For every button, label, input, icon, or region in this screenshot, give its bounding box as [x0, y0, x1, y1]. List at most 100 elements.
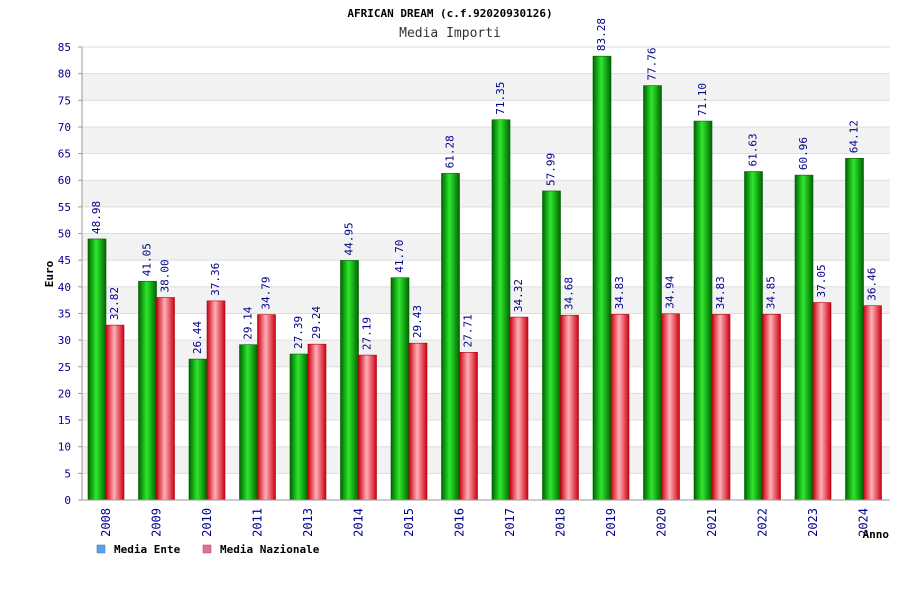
value-label-media-nazionale: 32.82 — [108, 287, 121, 320]
grid-band — [82, 233, 890, 261]
bar-media-ente — [491, 119, 511, 501]
bar-media-nazionale — [863, 305, 882, 501]
y-tick-label: 5 — [64, 467, 71, 480]
value-label-media-nazionale: 36.46 — [866, 268, 879, 301]
value-label-media-ente: 26.44 — [191, 321, 204, 354]
bar-media-nazionale — [711, 314, 731, 501]
value-label-media-ente: 61.28 — [444, 135, 457, 168]
x-tick-label: 2019 — [604, 508, 618, 537]
bar-media-ente — [542, 190, 561, 501]
chart-title: AFRICAN DREAM (c.f.92020930126) — [347, 7, 552, 20]
bar-media-nazionale — [307, 343, 327, 501]
grid-band — [82, 73, 890, 101]
value-label-media-ente: 27.39 — [292, 316, 305, 349]
legend-label-ente: Media Ente — [114, 543, 181, 556]
bar-media-nazionale — [206, 300, 226, 501]
bar-media-ente — [87, 238, 107, 501]
bar-media-nazionale — [661, 313, 680, 501]
y-tick-label: 40 — [58, 281, 71, 294]
bar-media-ente — [188, 358, 208, 501]
legend-swatch-nazionale — [202, 544, 212, 554]
value-label-media-nazionale: 34.32 — [512, 279, 525, 312]
value-label-media-ente: 48.98 — [90, 201, 103, 234]
value-label-media-nazionale: 34.83 — [613, 276, 626, 309]
value-label-media-ente: 77.76 — [646, 47, 659, 80]
value-label-media-ente: 83.28 — [595, 18, 608, 51]
y-tick-label: 80 — [58, 68, 71, 81]
value-label-media-ente: 29.14 — [242, 306, 255, 339]
value-label-media-nazionale: 38.00 — [159, 259, 172, 292]
y-tick-label: 70 — [58, 121, 71, 134]
value-label-media-nazionale: 29.43 — [411, 305, 424, 338]
grid-band — [82, 180, 890, 207]
y-tick-label: 50 — [58, 228, 71, 241]
y-tick-label: 15 — [58, 414, 71, 427]
y-tick-label: 20 — [58, 387, 71, 400]
x-tick-label: 2010 — [200, 508, 214, 537]
y-axis-ticks: 0 5 10 15 20 25 30 35 40 45 50 55 60 65 70 75 80 85 — [58, 41, 71, 507]
legend: Media Ente Media Nazionale — [96, 543, 320, 556]
bar-media-ente — [592, 55, 612, 501]
y-tick-label: 0 — [64, 494, 71, 507]
value-label-media-nazionale: 34.94 — [664, 275, 677, 308]
value-label-media-ente: 64.12 — [848, 120, 861, 153]
bar-media-ente — [390, 277, 410, 501]
value-label-media-ente: 61.63 — [747, 133, 760, 166]
x-tick-label: 2011 — [251, 508, 265, 537]
value-label-media-ente: 71.10 — [696, 83, 709, 116]
bar-media-nazionale — [408, 342, 428, 501]
x-tick-label: 2015 — [402, 508, 416, 537]
x-tick-label: 2008 — [99, 508, 113, 537]
y-tick-label: 60 — [58, 174, 71, 187]
x-tick-label: 2022 — [756, 508, 770, 537]
value-label-media-ente: 41.70 — [393, 240, 406, 273]
value-label-media-nazionale: 27.71 — [462, 314, 475, 347]
y-tick-label: 35 — [58, 307, 71, 320]
x-tick-label: 2020 — [655, 508, 669, 537]
y-tick-label: 85 — [58, 41, 71, 54]
bar-media-nazionale — [459, 352, 478, 501]
x-tick-label: 2021 — [705, 508, 719, 537]
value-label-media-nazionale: 34.85 — [765, 276, 778, 309]
value-label-media-nazionale: 34.68 — [563, 277, 576, 310]
bar-media-ente — [693, 120, 713, 501]
y-tick-label: 65 — [58, 148, 71, 161]
bar-media-nazionale — [610, 314, 630, 501]
bar-media-nazionale — [105, 324, 125, 501]
bar-media-ente — [441, 173, 460, 501]
x-tick-label: 2013 — [301, 508, 315, 537]
x-tick-label: 2014 — [352, 508, 366, 537]
bar-media-nazionale — [257, 314, 276, 501]
x-tick-label: 2016 — [453, 508, 467, 537]
bar-media-ente — [289, 353, 309, 501]
bar-media-nazionale — [509, 316, 529, 501]
x-axis-title: Anno — [863, 528, 890, 541]
y-axis-title: Euro — [43, 260, 56, 287]
x-tick-label: 2023 — [806, 508, 820, 537]
bar-media-nazionale — [156, 297, 175, 501]
bar-media-ente — [138, 280, 157, 501]
bars — [87, 55, 882, 501]
chart-subtitle: Media Importi — [399, 26, 501, 41]
x-tick-label: 2017 — [503, 508, 517, 537]
bar-media-ente — [340, 260, 359, 501]
y-tick-label: 30 — [58, 334, 71, 347]
y-tick-label: 45 — [58, 254, 71, 267]
value-label-media-nazionale: 27.19 — [361, 317, 374, 350]
value-label-media-ente: 71.35 — [494, 82, 507, 115]
bar-media-ente — [845, 157, 864, 501]
bar-media-nazionale — [762, 313, 781, 501]
bar-media-ente — [794, 174, 814, 501]
x-tick-label: 2024 — [857, 508, 871, 537]
x-tick-label: 2018 — [554, 508, 568, 537]
y-tick-label: 75 — [58, 94, 71, 107]
bar-media-nazionale — [560, 314, 579, 501]
value-label-media-ente: 41.05 — [141, 243, 154, 276]
value-label-media-nazionale: 37.05 — [815, 264, 828, 297]
legend-label-nazionale: Media Nazionale — [220, 543, 320, 556]
value-labels: 48.98 32.82 41.05 38.00 26.44 37.36 29.14 34.79… — [90, 18, 879, 354]
y-tick-label: 10 — [58, 441, 71, 454]
bar-media-ente — [239, 344, 258, 501]
